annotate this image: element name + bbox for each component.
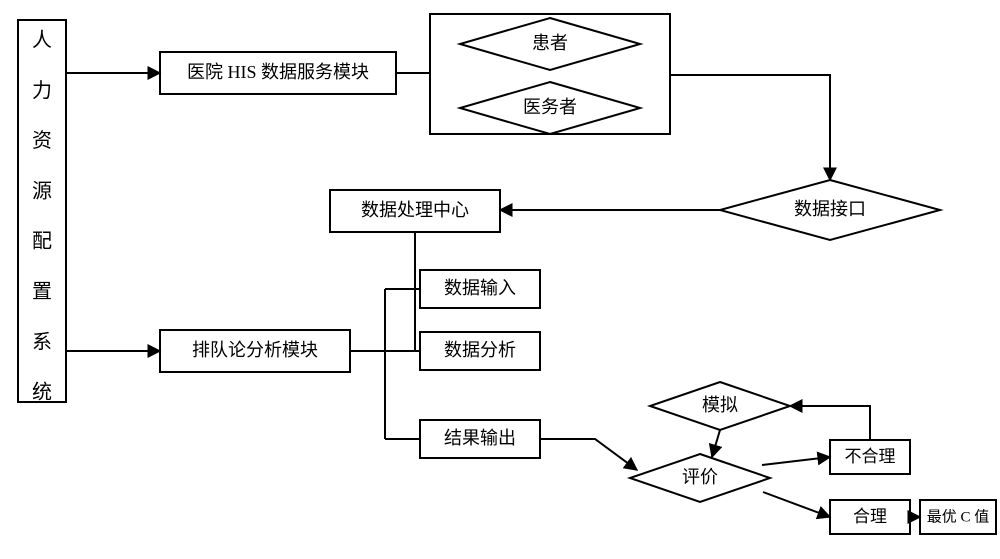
node-dan: 数据分析 bbox=[420, 332, 540, 370]
node-label: 评价 bbox=[682, 467, 718, 487]
node-label: 统 bbox=[32, 381, 52, 404]
node-label: 医院 HIS 数据服务模块 bbox=[187, 62, 369, 82]
node-out: 结果输出 bbox=[420, 420, 540, 458]
node-root: 人力资源配置系统 bbox=[18, 20, 66, 404]
edge-11 bbox=[540, 439, 637, 470]
node-label: 排队论分析模块 bbox=[192, 340, 318, 360]
node-label: 数据接口 bbox=[794, 199, 866, 219]
node-optc: 最优 C 值 bbox=[920, 500, 996, 534]
edge-15 bbox=[790, 406, 870, 440]
node-reason: 合理 bbox=[830, 500, 910, 534]
edge-3 bbox=[670, 75, 830, 180]
node-label: 资 bbox=[32, 129, 52, 152]
node-label: 合理 bbox=[853, 507, 887, 526]
node-his: 医院 HIS 数据服务模块 bbox=[160, 52, 396, 94]
node-interface: 数据接口 bbox=[720, 180, 940, 240]
node-eval: 评价 bbox=[630, 454, 770, 502]
edge-14 bbox=[763, 492, 830, 517]
node-label: 人 bbox=[32, 29, 52, 52]
node-label: 模拟 bbox=[702, 395, 738, 415]
node-label: 最优 C 值 bbox=[927, 508, 990, 525]
node-label: 数据输入 bbox=[444, 278, 516, 298]
node-label: 数据分析 bbox=[444, 340, 516, 360]
node-label: 系 bbox=[32, 330, 52, 353]
node-label: 不合理 bbox=[845, 447, 896, 466]
node-sim: 模拟 bbox=[650, 382, 790, 430]
node-label: 置 bbox=[32, 281, 52, 303]
node-unreason: 不合理 bbox=[830, 440, 910, 474]
node-label: 结果输出 bbox=[444, 428, 516, 448]
node-qmod: 排队论分析模块 bbox=[160, 330, 350, 372]
node-din: 数据输入 bbox=[420, 270, 540, 308]
node-label: 患者 bbox=[532, 33, 568, 53]
node-label: 医务者 bbox=[523, 97, 577, 117]
edge-13 bbox=[762, 457, 830, 465]
node-dpc: 数据处理中心 bbox=[330, 190, 500, 232]
node-label: 力 bbox=[32, 79, 52, 102]
node-label: 数据处理中心 bbox=[361, 200, 469, 220]
node-label: 配 bbox=[32, 231, 52, 253]
node-label: 源 bbox=[32, 179, 52, 202]
edge-12 bbox=[712, 430, 720, 457]
